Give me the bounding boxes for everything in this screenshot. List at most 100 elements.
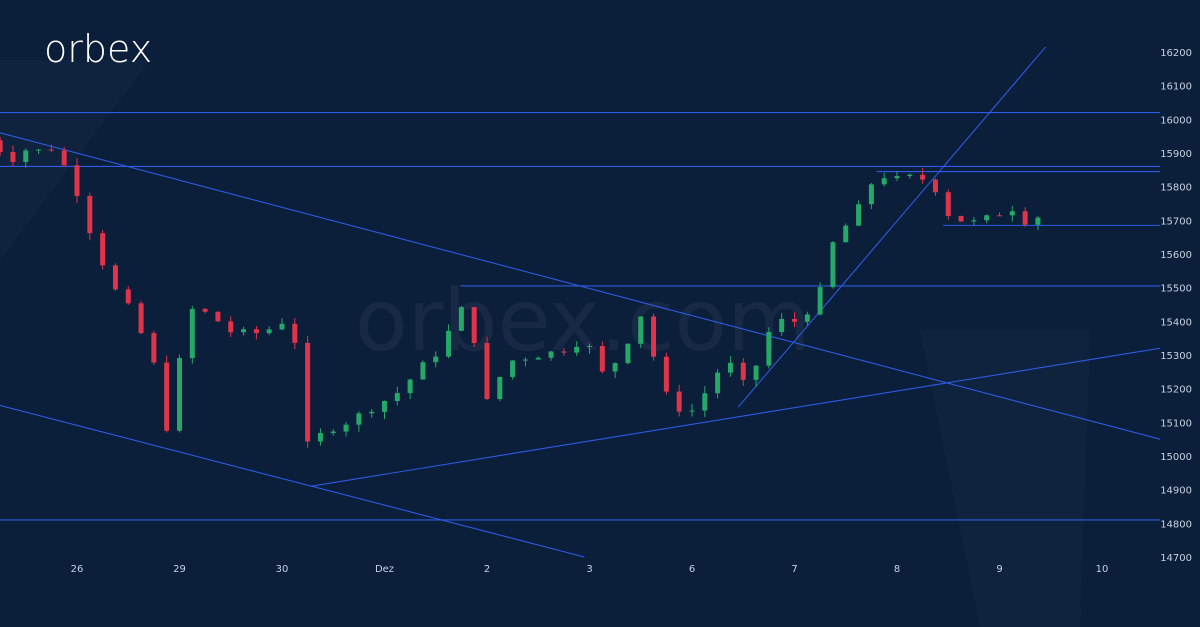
y-tick-label: 16100 — [1160, 82, 1192, 93]
candle-body — [651, 316, 657, 357]
y-tick-label: 14900 — [1160, 486, 1192, 497]
y-tick-label: 15000 — [1160, 452, 1192, 463]
x-tick-label: 9 — [996, 564, 1002, 575]
x-tick-label: 2 — [484, 564, 490, 575]
candle-body — [881, 178, 887, 185]
candle-body — [766, 332, 772, 366]
x-tick-label: 10 — [1096, 564, 1109, 575]
x-tick-label: 6 — [689, 564, 695, 575]
candle-body — [920, 174, 926, 180]
candle-body — [394, 393, 400, 402]
candle-body — [241, 329, 247, 333]
bg-band — [920, 330, 1090, 627]
candle-body — [279, 323, 285, 330]
candle-body — [36, 149, 42, 151]
y-tick-label: 15800 — [1160, 183, 1192, 194]
candle-body — [997, 215, 1002, 217]
candle-body — [74, 165, 80, 196]
candle-body — [0, 140, 3, 153]
candle-body — [151, 333, 157, 363]
x-tick-label: 29 — [173, 564, 186, 575]
candle-body — [894, 176, 900, 179]
candle-body — [907, 174, 913, 177]
bg-band — [0, 60, 150, 260]
candle-body — [535, 357, 541, 360]
y-tick-label: 15300 — [1160, 351, 1192, 362]
y-tick-label: 16200 — [1160, 48, 1192, 59]
watermark: orbex.com — [355, 271, 811, 371]
candle-body — [856, 204, 862, 226]
x-tick-label: Dez — [375, 564, 394, 575]
candle-body — [945, 192, 951, 216]
candle-body — [112, 265, 118, 290]
y-tick-label: 15500 — [1160, 284, 1192, 295]
candle-body — [612, 363, 618, 372]
candle-body — [561, 351, 567, 353]
candle-body — [164, 362, 170, 431]
candle-body — [1022, 211, 1028, 225]
y-tick-label: 15400 — [1160, 317, 1192, 328]
candle-body — [125, 289, 131, 304]
candle-body — [727, 362, 733, 373]
x-tick-label: 3 — [586, 564, 592, 575]
candle-body — [100, 233, 106, 266]
candle-body — [330, 431, 336, 434]
candle-body — [804, 314, 810, 322]
x-axis: 26 29 30 Dez 2 3 6 7 8 9 10 — [71, 564, 1109, 575]
candle-body — [689, 410, 695, 412]
candle-body — [574, 346, 580, 353]
candle-body — [971, 220, 977, 222]
candle-body — [1009, 211, 1015, 216]
candle-body — [740, 362, 746, 380]
candle-body — [753, 365, 759, 380]
candle-body — [458, 307, 464, 331]
trendline-1 — [0, 404, 585, 558]
candle-body — [253, 329, 259, 334]
candle-body — [420, 362, 426, 380]
trendline-2 — [310, 347, 1161, 487]
candle-body — [676, 391, 682, 412]
y-tick-label: 15600 — [1160, 250, 1192, 261]
y-tick-label: 15900 — [1160, 149, 1192, 160]
candle-body — [817, 287, 823, 315]
candle-body — [48, 149, 54, 151]
candle-body — [305, 342, 311, 442]
candle-body — [317, 433, 323, 442]
trendline-3 — [737, 46, 1047, 408]
candle-body — [625, 343, 631, 364]
candle-body — [356, 413, 362, 425]
candle-body — [663, 356, 669, 392]
candle-body — [522, 359, 528, 361]
logo-text: orbex — [44, 27, 152, 71]
candle-body — [446, 330, 452, 357]
candle-body — [548, 351, 554, 358]
candle-body — [177, 358, 182, 431]
x-tick-label: 30 — [276, 564, 289, 575]
candle-body — [215, 311, 221, 322]
candlesticks — [0, 136, 1041, 448]
x-tick-label: 8 — [894, 564, 900, 575]
x-tick-label: 7 — [791, 564, 797, 575]
candle-body — [61, 150, 67, 166]
trendlines — [0, 46, 1161, 558]
y-tick-label: 15700 — [1160, 216, 1192, 227]
candle-body — [702, 393, 708, 411]
trendline-0 — [0, 132, 1161, 440]
x-tick-label: 26 — [71, 564, 84, 575]
candle-body — [343, 424, 349, 432]
candle-body — [984, 215, 990, 221]
logo: orbex — [44, 27, 152, 71]
candle-body — [433, 356, 439, 363]
candle-body — [715, 372, 721, 394]
candle-body — [202, 308, 208, 312]
candle-body — [638, 316, 644, 344]
candle-body — [510, 360, 516, 377]
candle-body — [189, 308, 195, 359]
candle-body — [792, 318, 797, 322]
candle-body — [471, 307, 477, 344]
candle-body — [830, 242, 836, 288]
candle-body — [587, 346, 592, 348]
candle-body — [138, 303, 144, 334]
